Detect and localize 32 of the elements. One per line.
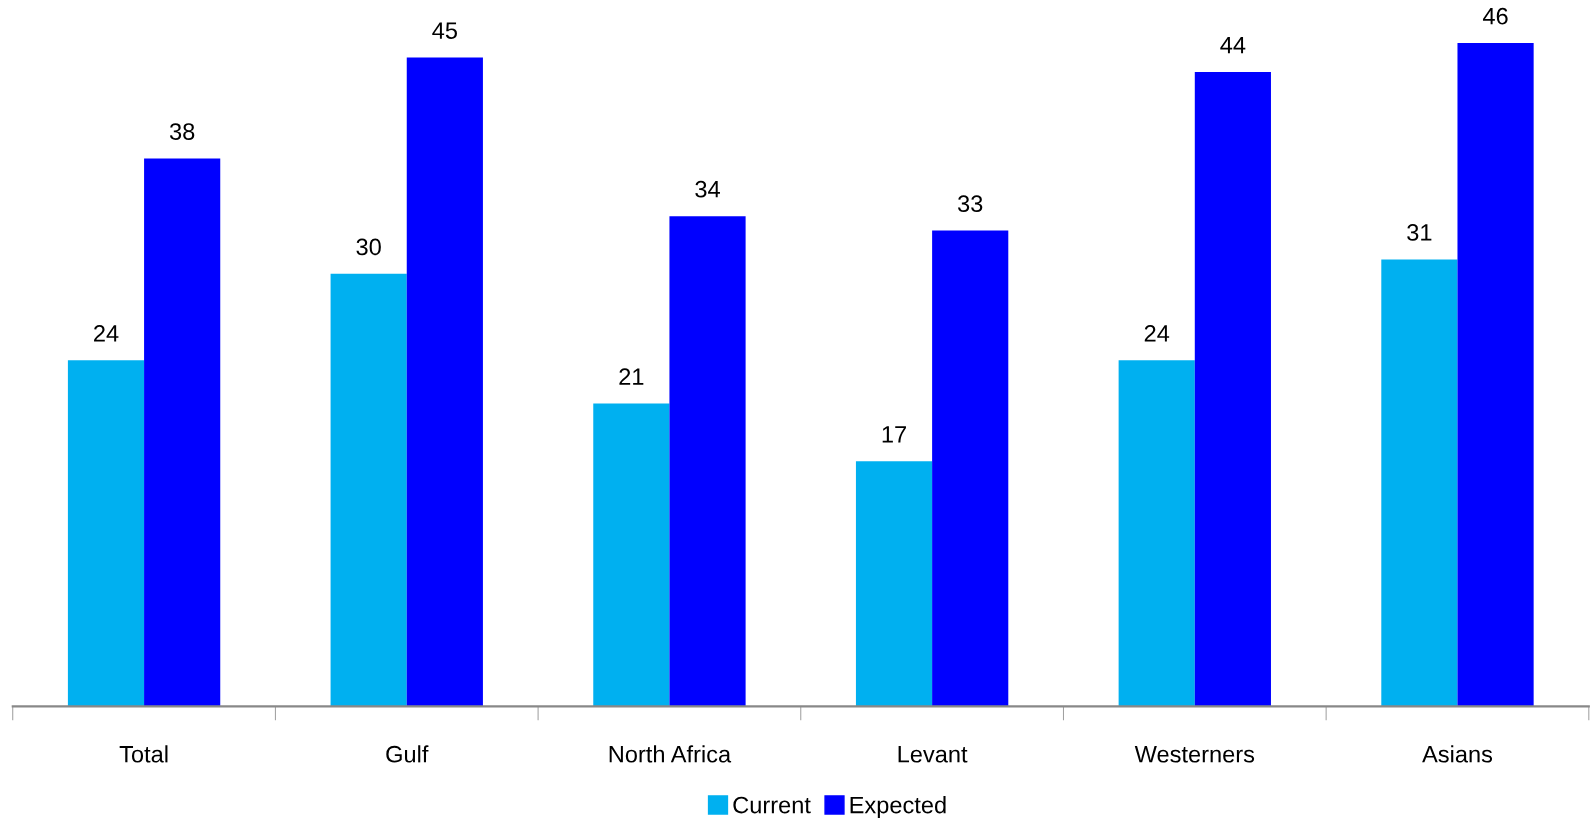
bar — [1118, 360, 1195, 707]
bar — [855, 461, 933, 707]
data-label: 17 — [882, 426, 906, 443]
x-tick-label: Westerners — [1134, 746, 1255, 763]
x-tick-label: Levant — [898, 746, 968, 763]
data-label: 24 — [94, 325, 119, 342]
bar — [406, 57, 483, 707]
legend-label: Expected — [850, 796, 946, 819]
x-tick-label: North Africa — [609, 745, 732, 763]
bar — [67, 360, 145, 707]
legend-label: Current — [733, 796, 811, 814]
x-tick-label: Total — [119, 745, 168, 763]
bar — [669, 216, 746, 707]
bar — [330, 273, 407, 707]
x-tick-label: Asians — [1422, 745, 1493, 763]
data-label: 44 — [1220, 36, 1246, 54]
data-label: 34 — [695, 180, 720, 198]
bar — [1194, 71, 1271, 707]
data-label: 21 — [619, 368, 644, 385]
data-label: 45 — [432, 22, 457, 39]
bar — [1381, 259, 1458, 707]
data-label: 24 — [1144, 325, 1170, 342]
data-label: 38 — [169, 123, 195, 140]
bar — [1457, 43, 1534, 707]
data-label: 31 — [1407, 224, 1432, 241]
bar — [593, 403, 670, 707]
data-label: 33 — [957, 195, 983, 212]
bar — [932, 230, 1009, 707]
x-tick-label: Gulf — [386, 745, 429, 763]
bar — [144, 158, 221, 707]
data-label: 30 — [356, 238, 381, 256]
data-label: 46 — [1482, 7, 1508, 25]
